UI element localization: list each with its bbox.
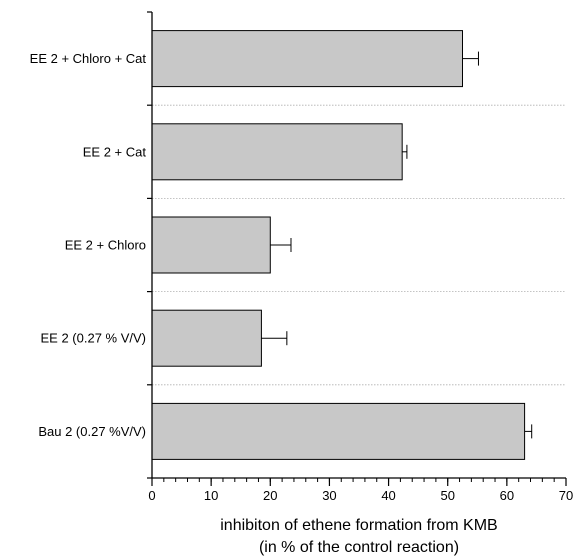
category-label: EE 2 + Cat xyxy=(83,144,147,159)
category-label: Bau 2 (0.27 %V/V) xyxy=(38,424,146,439)
category-label: EE 2 (0.27 % V/V) xyxy=(41,331,147,346)
x-axis-title-line-1: inhibiton of ethene formation from KMB xyxy=(220,517,497,534)
x-tick-label: 70 xyxy=(559,488,573,503)
bar xyxy=(151,402,526,460)
x-tick-label: 0 xyxy=(148,488,155,503)
bar xyxy=(151,30,463,88)
bars xyxy=(151,30,526,460)
category-label: EE 2 + Chloro + Cat xyxy=(30,51,147,66)
x-axis-ticks: 0 10 20 30 40 50 60 70 xyxy=(147,11,573,503)
x-tick-label: 60 xyxy=(500,488,514,503)
bar xyxy=(151,309,262,367)
x-tick-label: 30 xyxy=(322,488,336,503)
category-labels: EE 2 + Chloro + Cat EE 2 + Cat EE 2 + Chlo… xyxy=(30,51,147,439)
category-separators xyxy=(152,104,566,386)
error-bars xyxy=(261,51,533,439)
bar xyxy=(151,216,271,274)
x-tick-label: 10 xyxy=(204,488,218,503)
axes xyxy=(151,12,566,479)
category-label: EE 2 + Chloro xyxy=(65,238,146,253)
x-tick-label: 40 xyxy=(381,488,395,503)
x-tick-label: 50 xyxy=(440,488,454,503)
bar xyxy=(151,123,403,181)
x-tick-label: 20 xyxy=(263,488,277,503)
x-axis-title-line-2: (in % of the control reaction) xyxy=(259,539,459,556)
